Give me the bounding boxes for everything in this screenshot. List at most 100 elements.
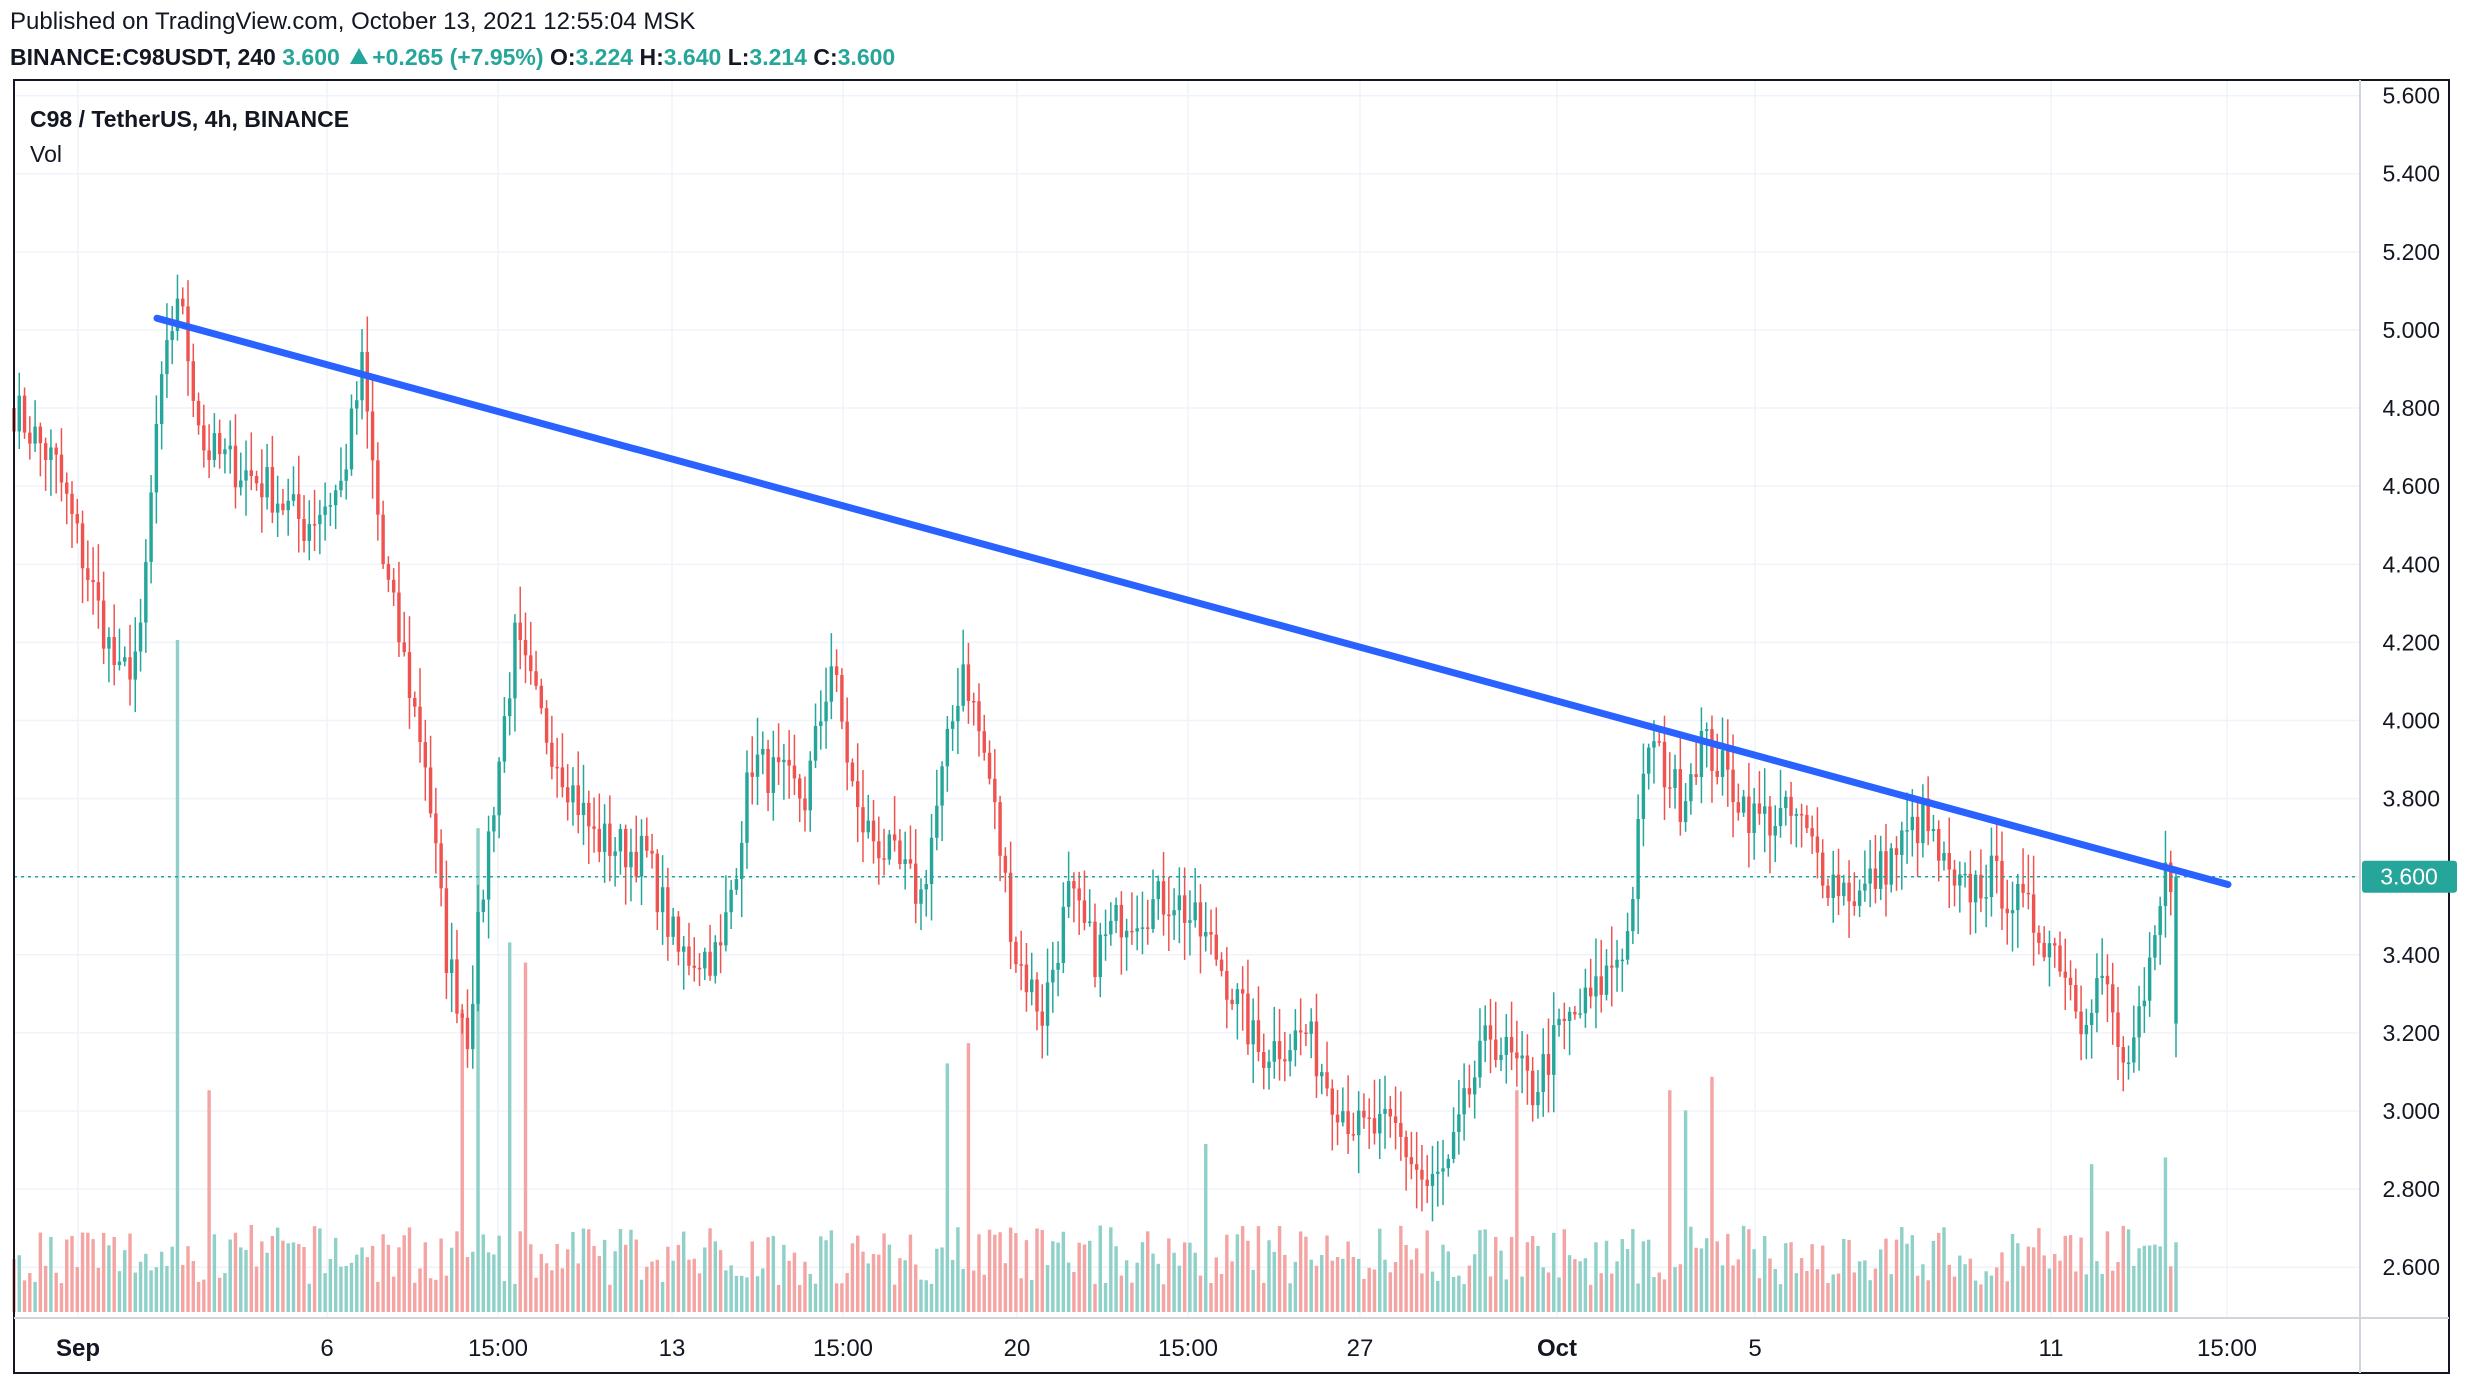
candle-body — [1963, 873, 1967, 876]
candle-body — [1536, 1092, 1540, 1106]
candle-body — [2100, 975, 2104, 979]
volume-bar — [181, 1264, 185, 1312]
candle-body — [660, 887, 665, 913]
candle-body — [776, 757, 781, 763]
volume-bar — [1288, 1283, 1292, 1312]
candle-body — [576, 785, 580, 816]
candle-body — [275, 503, 280, 513]
candle-body — [439, 843, 443, 889]
volume-bar — [101, 1232, 106, 1312]
candle-body — [460, 1013, 464, 1018]
candle-body — [1905, 830, 1909, 832]
time-tick-label: 27 — [1347, 1335, 1374, 1362]
price-axis[interactable]: 2.600 2.800 3.000 3.200 3.400 3.600 3.800 4.000… — [2382, 83, 2440, 1281]
volume-bar — [565, 1249, 570, 1312]
price-tick-label: 5.600 — [2382, 83, 2440, 109]
volume-bar — [2121, 1225, 2125, 1312]
candle-body — [703, 951, 707, 969]
volume-bar — [2116, 1261, 2120, 1312]
change-value: +0.265 (+7.95%) — [372, 44, 544, 70]
volume-bar — [1367, 1267, 1371, 1312]
candle-body — [1610, 965, 1614, 968]
volume-bar — [117, 1271, 122, 1312]
volume-bar — [1789, 1242, 1793, 1312]
candle-body — [1736, 802, 1741, 813]
candle-body — [592, 826, 596, 829]
candle-body — [1757, 803, 1762, 814]
volume-bar — [1478, 1230, 1482, 1312]
volume-bar — [671, 1260, 675, 1312]
volume-bar — [86, 1232, 90, 1312]
candle-body — [80, 523, 85, 569]
price-tick-label: 2.600 — [2382, 1254, 2440, 1280]
volume-bar — [1588, 1284, 1593, 1312]
volume-bar — [1109, 1227, 1113, 1312]
volume-bar — [465, 1257, 470, 1312]
volume-bar — [212, 1234, 217, 1312]
candle-body — [2126, 1062, 2131, 1065]
volume-bar — [1820, 1245, 1825, 1312]
candle-body — [1979, 874, 1983, 899]
candle-body — [1103, 934, 1108, 936]
volume-bar — [2137, 1248, 2141, 1312]
candle-body — [86, 568, 90, 580]
candle-body — [2026, 892, 2031, 895]
volume-bar — [1072, 1272, 1076, 1312]
candle-body — [1520, 1055, 1524, 1059]
volume-bar — [2058, 1260, 2062, 1312]
volume-bar — [950, 1259, 955, 1312]
volume-bar — [1604, 1240, 1609, 1312]
candle-body — [1309, 1021, 1313, 1034]
volume-bar — [149, 1270, 153, 1312]
candle-body — [929, 837, 934, 885]
volume-bar — [1356, 1258, 1361, 1312]
volume-bar — [1146, 1231, 1150, 1312]
candle-body — [1251, 1020, 1255, 1045]
volume-bar — [2005, 1281, 2009, 1312]
candle-body — [1936, 829, 1941, 861]
volume-bar — [471, 1251, 475, 1312]
candle-body — [1146, 927, 1150, 929]
candle-body — [1894, 848, 1899, 856]
candle-body — [376, 460, 380, 515]
candle-body — [1989, 855, 1994, 898]
candle-body — [1172, 910, 1176, 916]
volume-bar — [1135, 1262, 1139, 1312]
volume-bar — [697, 1273, 702, 1312]
candle-body — [713, 942, 718, 976]
candle-body — [455, 959, 459, 1014]
volume-bar — [629, 1229, 633, 1312]
candle-body — [587, 802, 591, 827]
candle-body — [1367, 1117, 1371, 1120]
candle-body — [1235, 989, 1240, 1005]
volume-bar — [523, 962, 528, 1312]
volume-bar — [1546, 1272, 1551, 1312]
candle-body — [2153, 935, 2157, 958]
candle-body — [297, 494, 301, 519]
candle-body — [1546, 1054, 1551, 1075]
candle-body — [1820, 852, 1825, 886]
volume-bar — [750, 1241, 754, 1312]
candle-body — [877, 841, 881, 859]
candle-body — [1588, 987, 1593, 997]
volume-bar — [534, 1277, 538, 1312]
candle-body — [1973, 874, 1978, 903]
volume-bar — [70, 1235, 74, 1312]
candle-body — [1836, 874, 1841, 897]
volume-bar — [159, 1251, 164, 1312]
last-price-label-box — [2362, 860, 2457, 893]
time-axis[interactable]: Sep 6 15:00 13 15:00 20 15:00 27 Oct 5 11 15:00 — [56, 1335, 2257, 1362]
candle-body — [1341, 1111, 1345, 1123]
volume-bar — [1778, 1284, 1783, 1312]
candle-body — [1805, 814, 1809, 829]
volume-bar — [1678, 1264, 1683, 1312]
candle-body — [1209, 932, 1213, 935]
volume-bar — [1177, 1265, 1182, 1312]
trendline[interactable] — [153, 314, 2232, 889]
candle-body — [407, 652, 412, 698]
candle-body — [1314, 1021, 1319, 1077]
volume-bar — [128, 1233, 132, 1312]
candle-body — [1098, 934, 1102, 978]
volume-bar — [829, 1230, 834, 1312]
